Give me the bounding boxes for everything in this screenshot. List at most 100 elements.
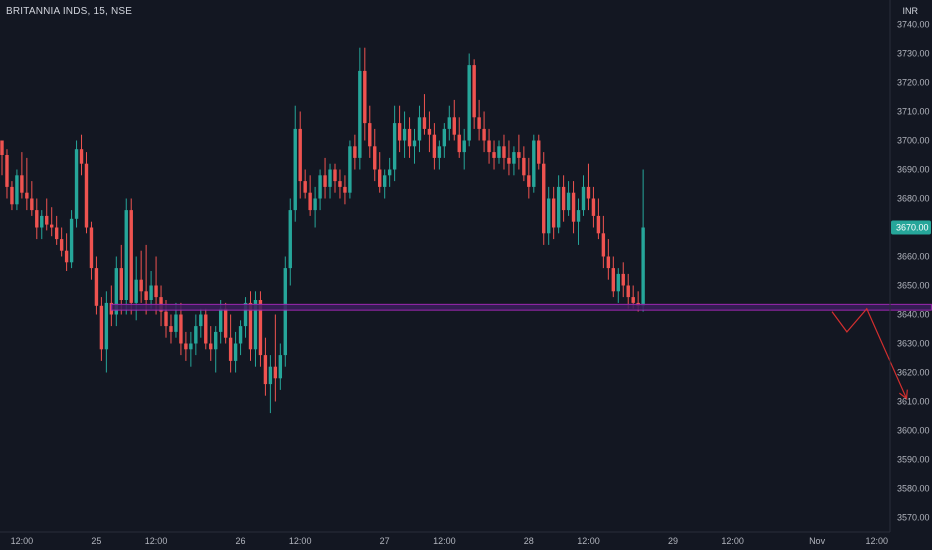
candle (542, 152, 546, 245)
candle (328, 163, 332, 199)
candle-body (616, 273, 620, 292)
candle-body (30, 198, 34, 211)
x-tick-label: 12:00 (721, 536, 744, 546)
candle-body (601, 233, 606, 257)
candle (69, 210, 74, 269)
candle-body (189, 343, 193, 350)
candle (472, 59, 476, 129)
candle-body (134, 279, 138, 303)
candle (313, 186, 317, 228)
projection-path[interactable] (831, 307, 908, 399)
y-tick-label: 3580.00 (897, 484, 930, 494)
y-tick-label: 3620.00 (897, 368, 930, 378)
candle-body (0, 140, 4, 155)
candle (402, 111, 407, 158)
y-tick-label: 3680.00 (897, 194, 930, 204)
candle-body (119, 268, 123, 300)
candle (452, 99, 456, 141)
candle-body (94, 268, 99, 306)
candle-body (502, 146, 506, 158)
candle (35, 198, 39, 240)
candle (338, 169, 342, 199)
candle (576, 198, 581, 245)
x-tick-label: 12:00 (577, 536, 600, 546)
x-tick-label: Nov (809, 536, 826, 546)
support-zone[interactable] (110, 303, 932, 311)
candle (114, 256, 119, 327)
candle (566, 181, 571, 216)
candle-body (209, 343, 213, 350)
candle-body (288, 210, 292, 269)
candle-body (547, 198, 551, 234)
candle (303, 169, 307, 199)
candle (462, 128, 466, 170)
candle (104, 291, 109, 373)
candle-body (35, 210, 39, 228)
candle-body (84, 163, 89, 228)
x-tick-label: 12:00 (865, 536, 888, 546)
candle-body (154, 285, 158, 298)
candle-body (149, 285, 153, 300)
candle-body (427, 128, 432, 135)
candle (641, 169, 645, 312)
candle-body (556, 186, 561, 228)
candle (50, 207, 54, 237)
candle-body (184, 343, 188, 350)
candle-body (74, 149, 79, 219)
candle-body (199, 314, 203, 327)
candle-body (571, 192, 576, 222)
x-tick-label: 29 (668, 536, 678, 546)
candle (209, 326, 213, 361)
candle (363, 47, 367, 141)
candle-body (54, 227, 59, 240)
candle-body (561, 186, 566, 211)
candle (601, 215, 606, 269)
candle-body (114, 268, 119, 315)
candle (427, 111, 432, 153)
candle-body (527, 175, 531, 187)
candle-body (467, 65, 471, 141)
candle-body (218, 308, 223, 332)
candle-body (392, 123, 397, 170)
candle-body (462, 140, 466, 153)
candle (99, 297, 104, 361)
candle (507, 140, 511, 176)
candle (308, 175, 312, 216)
candle (407, 117, 412, 158)
candle-body (338, 181, 342, 187)
candle-body (477, 117, 481, 129)
candle (348, 140, 352, 199)
candle-body (517, 152, 521, 158)
candle (477, 99, 481, 141)
candle-body (174, 314, 178, 332)
candle-body (512, 152, 516, 164)
candle-body (422, 117, 427, 129)
candle (134, 256, 138, 321)
candle (368, 105, 372, 158)
candle (512, 146, 516, 176)
candle (0, 140, 4, 176)
price-axis[interactable]: 3570.00 3580.00 3590.00 3600.00 3610.00 3620.… (897, 20, 930, 523)
candle-body (591, 198, 596, 216)
candle (522, 146, 526, 182)
candle (169, 314, 173, 344)
candle-body (214, 331, 218, 350)
candle (581, 175, 586, 216)
time-axis[interactable]: 12:00 25 12:00 26 12:00 27 12:00 28 12:00 29 12:00… (11, 536, 932, 546)
candle (139, 250, 143, 303)
candle-body (139, 279, 143, 292)
candle (378, 152, 382, 193)
candle (184, 331, 188, 361)
candle-body (169, 326, 173, 332)
candle-body (164, 311, 168, 327)
candle-body (497, 146, 501, 158)
candle-body (124, 210, 128, 300)
candle (149, 271, 153, 309)
candle-body (278, 355, 283, 379)
candles-layer (0, 47, 645, 414)
candle (527, 157, 531, 199)
candle (621, 262, 625, 298)
candle (517, 134, 521, 170)
last-price-value: 3670.00 (896, 223, 929, 233)
